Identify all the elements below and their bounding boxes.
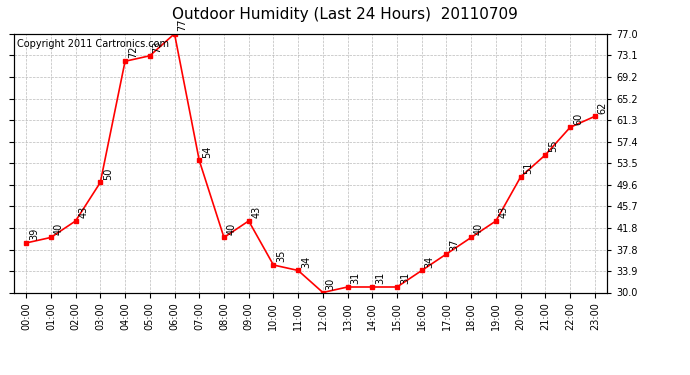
Text: 43: 43 [79,206,88,218]
Text: 72: 72 [128,46,138,58]
Text: 31: 31 [400,272,410,284]
Text: 43: 43 [499,206,509,218]
Text: 50: 50 [103,167,113,180]
Text: 37: 37 [449,239,460,251]
Text: 40: 40 [474,222,484,235]
Text: 39: 39 [29,228,39,240]
Text: 34: 34 [424,255,435,268]
Text: 51: 51 [524,162,533,174]
Text: 77: 77 [177,18,187,31]
Text: Copyright 2011 Cartronics.com: Copyright 2011 Cartronics.com [17,39,169,49]
Text: 31: 31 [375,272,385,284]
Text: 62: 62 [598,101,608,114]
Text: 35: 35 [276,250,286,262]
Text: 54: 54 [202,145,212,158]
Text: 43: 43 [251,206,262,218]
Text: 34: 34 [301,255,311,268]
Text: 55: 55 [548,140,558,152]
Text: 73: 73 [152,40,163,53]
Text: 40: 40 [227,222,237,235]
Text: 40: 40 [54,222,63,235]
Text: 30: 30 [326,278,335,290]
Text: Outdoor Humidity (Last 24 Hours)  20110709: Outdoor Humidity (Last 24 Hours) 2011070… [172,8,518,22]
Text: 60: 60 [573,112,583,125]
Text: 31: 31 [351,272,360,284]
